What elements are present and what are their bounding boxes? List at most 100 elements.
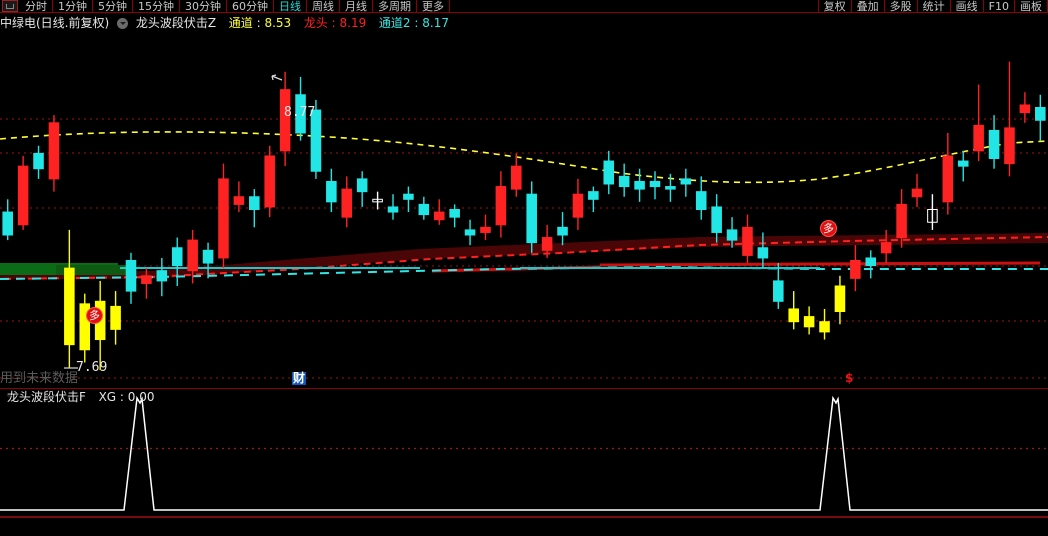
high-pointer-arrow bbox=[271, 75, 283, 81]
toolbar-btn-adjust[interactable]: 复权 bbox=[817, 0, 852, 12]
candle-54 bbox=[834, 275, 846, 325]
candle-body bbox=[356, 178, 368, 193]
candle-41 bbox=[634, 168, 645, 202]
candle-67 bbox=[1035, 94, 1046, 141]
candle-body bbox=[125, 260, 137, 292]
candle-11 bbox=[171, 237, 183, 286]
candle-46 bbox=[711, 194, 722, 243]
candle-body bbox=[418, 203, 430, 216]
candle-body bbox=[896, 203, 907, 239]
period-btn-2[interactable]: 5分钟 bbox=[93, 0, 133, 12]
candle-body bbox=[295, 94, 306, 134]
candle-62 bbox=[957, 150, 969, 182]
candle-21 bbox=[326, 168, 337, 213]
period-btn-3[interactable]: 15分钟 bbox=[133, 0, 180, 12]
candle-60 bbox=[927, 194, 938, 230]
candle-1 bbox=[17, 155, 29, 230]
candle-body bbox=[1019, 104, 1031, 114]
candle-33 bbox=[511, 153, 522, 197]
leader-colon: : bbox=[331, 15, 336, 30]
candle-body bbox=[187, 239, 198, 272]
toolbar-btn-overlay[interactable]: 叠加 bbox=[852, 0, 885, 12]
duo-signal-badge-right[interactable]: 多 bbox=[820, 220, 837, 237]
future-data-warning: 用到未来数据 bbox=[0, 371, 79, 386]
candle-body bbox=[326, 180, 337, 203]
candle-body bbox=[988, 129, 1000, 159]
candle-6 bbox=[94, 280, 106, 371]
candle-body bbox=[218, 178, 229, 259]
candle-38 bbox=[588, 186, 599, 213]
candle-22 bbox=[341, 176, 353, 228]
candle-5 bbox=[79, 293, 91, 363]
toolbar-btn-drawline[interactable]: 画线 bbox=[951, 0, 984, 12]
chevron-down-circle-icon[interactable] bbox=[117, 18, 129, 29]
candle-35 bbox=[541, 224, 553, 258]
candle-57 bbox=[880, 229, 892, 264]
toolbar-btn-stats[interactable]: 统计 bbox=[918, 0, 951, 12]
candle-body bbox=[757, 247, 769, 259]
channel-label: 通道 bbox=[228, 15, 253, 30]
candle-65 bbox=[1004, 61, 1015, 177]
candle-body bbox=[572, 193, 584, 218]
candle-53 bbox=[819, 308, 830, 340]
chart-window-icon[interactable] bbox=[2, 0, 18, 12]
candle-52 bbox=[803, 306, 815, 335]
candle-body bbox=[464, 229, 476, 236]
candle-44 bbox=[680, 168, 692, 197]
duo-signal-badge-left[interactable]: 多 bbox=[86, 307, 103, 324]
candle-48 bbox=[742, 214, 753, 264]
candle-3 bbox=[48, 115, 60, 192]
candle-4 bbox=[64, 229, 75, 368]
indicator-pane-name[interactable]: 龙头波段伏击F bbox=[7, 390, 86, 404]
candle-body bbox=[310, 109, 322, 172]
candle-13 bbox=[202, 242, 214, 279]
toolbar-btn-f10[interactable]: F10 bbox=[984, 0, 1015, 12]
candle-body bbox=[726, 229, 738, 241]
indicator-xg-line bbox=[0, 395, 1048, 511]
period-btn-4[interactable]: 30分钟 bbox=[180, 0, 227, 12]
candle-40 bbox=[618, 163, 630, 197]
candle-47 bbox=[726, 217, 738, 248]
candle-body bbox=[803, 316, 815, 328]
toolbar-btn-multistock[interactable]: 多股 bbox=[885, 0, 918, 12]
period-btn-week[interactable]: 周线 bbox=[307, 0, 340, 12]
candle-29 bbox=[449, 204, 460, 228]
dollar-signal-mark[interactable]: $ bbox=[845, 371, 854, 385]
period-btn-0[interactable]: 分时 bbox=[20, 0, 53, 12]
candle-body bbox=[957, 160, 969, 167]
indicator-name-label[interactable]: 龙头波段伏击Z bbox=[135, 15, 217, 30]
candle-45 bbox=[695, 176, 707, 220]
candle-16 bbox=[249, 189, 260, 228]
candle-55 bbox=[850, 245, 861, 292]
period-btn-multi[interactable]: 多周期 bbox=[373, 0, 417, 12]
channel-line bbox=[0, 131, 1048, 184]
candle-body bbox=[865, 257, 877, 267]
price-chart-pane[interactable]: 8.77 7.69 用到未来数据 多 多 财 $ bbox=[0, 31, 1048, 389]
candle-body bbox=[341, 188, 353, 218]
leader-band-green-block-2 bbox=[56, 265, 136, 275]
candle-body bbox=[557, 226, 568, 236]
leader-value: 8.19 bbox=[339, 15, 367, 30]
period-btn-5[interactable]: 60分钟 bbox=[227, 0, 274, 12]
candle-body bbox=[495, 186, 507, 226]
period-btn-day[interactable]: 日线 bbox=[274, 0, 307, 12]
indicator-pane[interactable]: 龙头波段伏击F XG : 0.00 bbox=[0, 390, 1048, 536]
candle-8 bbox=[125, 252, 137, 304]
period-btn-month[interactable]: 月线 bbox=[340, 0, 373, 12]
cai-signal-mark[interactable]: 财 bbox=[292, 371, 307, 385]
page-title: 中绿电(日线.前复权) bbox=[0, 15, 110, 30]
candle-9 bbox=[141, 268, 152, 299]
candle-body bbox=[665, 186, 676, 190]
period-btn-1[interactable]: 1分钟 bbox=[53, 0, 93, 12]
candle-body bbox=[942, 155, 954, 203]
candle-body bbox=[33, 152, 44, 170]
candle-18 bbox=[279, 71, 291, 167]
period-btn-more[interactable]: 更多 bbox=[417, 0, 450, 12]
low-price-annotation: 7.69 bbox=[76, 360, 108, 375]
candle-34 bbox=[526, 181, 537, 253]
candle-body bbox=[680, 178, 692, 185]
toolbar-btn-board[interactable]: 画板 bbox=[1015, 0, 1048, 12]
candle-body bbox=[17, 165, 29, 226]
candle-body bbox=[249, 196, 260, 210]
